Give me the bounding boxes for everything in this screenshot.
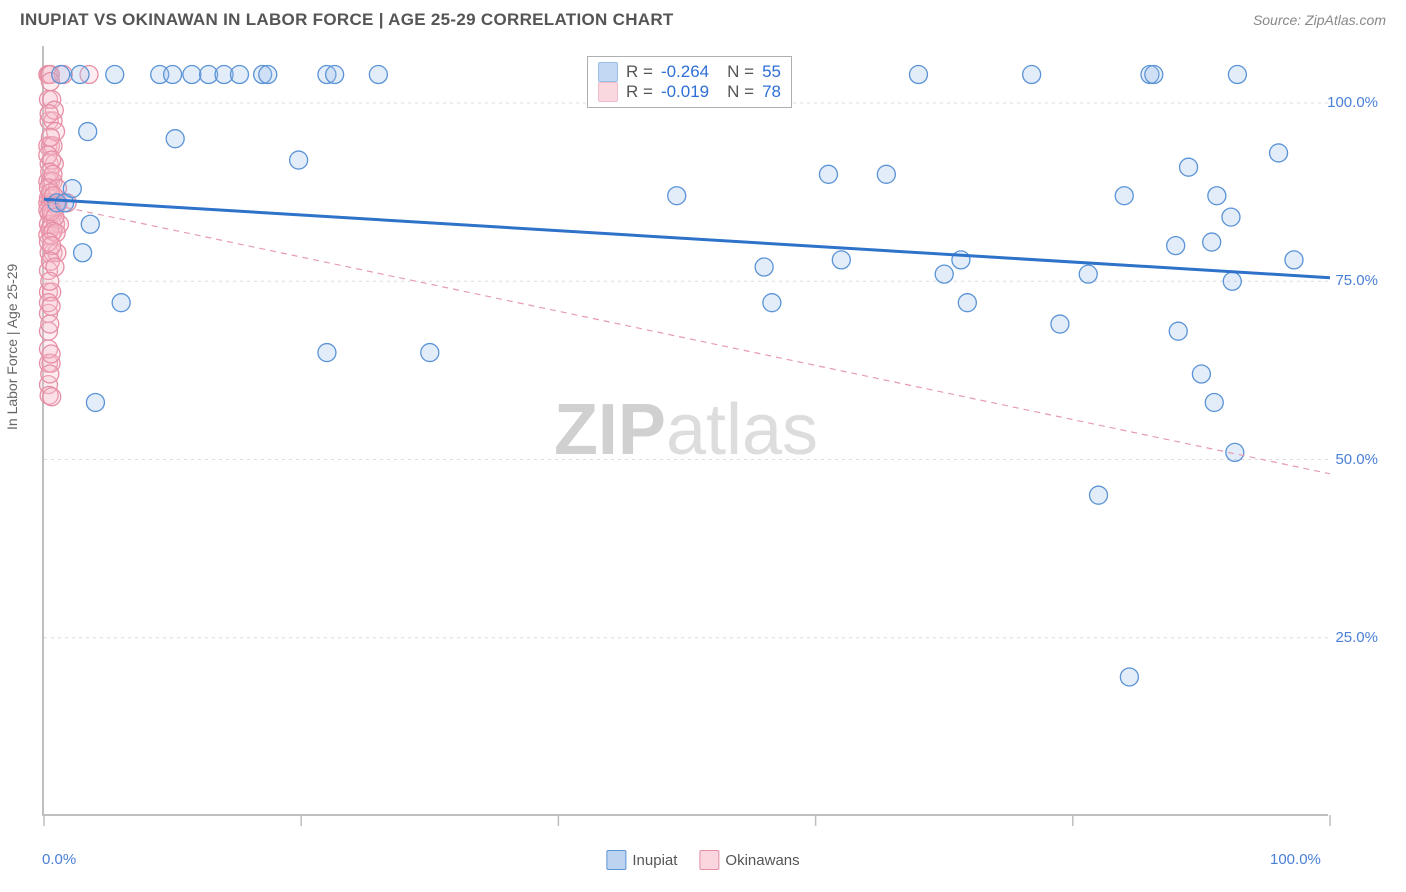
point-inupiat	[421, 344, 439, 362]
y-tick-label: 100.0%	[1327, 94, 1378, 111]
point-inupiat	[318, 344, 336, 362]
point-inupiat	[164, 66, 182, 84]
x-tick-label: 100.0%	[1270, 851, 1321, 868]
point-inupiat	[1079, 265, 1097, 283]
y-tick-label: 75.0%	[1335, 272, 1378, 289]
point-inupiat	[166, 130, 184, 148]
point-inupiat	[63, 180, 81, 198]
point-inupiat	[1208, 187, 1226, 205]
point-inupiat	[1145, 66, 1163, 84]
point-inupiat	[86, 393, 104, 411]
point-inupiat	[1223, 272, 1241, 290]
point-inupiat	[877, 165, 895, 183]
point-inupiat	[290, 151, 308, 169]
chart-title: INUPIAT VS OKINAWAN IN LABOR FORCE | AGE…	[20, 10, 674, 30]
point-okinawans	[40, 105, 58, 123]
point-inupiat	[1023, 66, 1041, 84]
point-inupiat	[79, 123, 97, 141]
legend-swatch	[699, 850, 719, 870]
point-inupiat	[71, 66, 89, 84]
point-inupiat	[230, 66, 248, 84]
point-inupiat	[755, 258, 773, 276]
corr-swatch	[598, 62, 618, 82]
point-inupiat	[1167, 237, 1185, 255]
point-inupiat	[74, 244, 92, 262]
point-inupiat	[81, 215, 99, 233]
data-svg	[44, 46, 1330, 816]
point-inupiat	[1051, 315, 1069, 333]
trend-inupiat	[44, 199, 1330, 277]
y-axis-label: In Labor Force | Age 25-29	[4, 264, 20, 430]
point-inupiat	[668, 187, 686, 205]
point-okinawans	[41, 315, 59, 333]
point-inupiat	[1203, 233, 1221, 251]
point-inupiat	[819, 165, 837, 183]
point-inupiat	[832, 251, 850, 269]
point-okinawans	[43, 388, 61, 406]
point-inupiat	[259, 66, 277, 84]
point-okinawans	[41, 365, 59, 383]
plot-wrap: ZIPatlas R = -0.264 N = 55 R = -0.019 N …	[42, 46, 1388, 816]
trend-okinawans	[44, 203, 1330, 474]
point-inupiat	[369, 66, 387, 84]
point-inupiat	[1115, 187, 1133, 205]
point-inupiat	[958, 294, 976, 312]
legend-label: Inupiat	[632, 852, 677, 869]
corr-swatch	[598, 82, 618, 102]
point-inupiat	[1120, 668, 1138, 686]
plot-area: ZIPatlas R = -0.264 N = 55 R = -0.019 N …	[42, 46, 1328, 816]
point-inupiat	[763, 294, 781, 312]
point-inupiat	[106, 66, 124, 84]
point-inupiat	[1090, 486, 1108, 504]
point-inupiat	[1222, 208, 1240, 226]
point-inupiat	[112, 294, 130, 312]
legend-item: Inupiat	[606, 850, 677, 870]
point-inupiat	[1180, 158, 1198, 176]
point-inupiat	[935, 265, 953, 283]
corr-row: R = -0.264 N = 55	[598, 62, 781, 82]
bottom-legend: Inupiat Okinawans	[606, 850, 799, 870]
point-inupiat	[1270, 144, 1288, 162]
point-inupiat	[326, 66, 344, 84]
point-inupiat	[52, 66, 70, 84]
legend-label: Okinawans	[725, 852, 799, 869]
legend-swatch	[606, 850, 626, 870]
point-inupiat	[1228, 66, 1246, 84]
y-tick-label: 25.0%	[1335, 629, 1378, 646]
point-inupiat	[183, 66, 201, 84]
point-inupiat	[1192, 365, 1210, 383]
point-okinawans	[42, 345, 60, 363]
correlation-box: R = -0.264 N = 55 R = -0.019 N = 78	[587, 56, 792, 108]
point-okinawans	[41, 128, 59, 146]
point-inupiat	[1205, 393, 1223, 411]
point-okinawans	[42, 297, 60, 315]
point-okinawans	[41, 272, 59, 290]
y-tick-label: 50.0%	[1335, 451, 1378, 468]
legend-item: Okinawans	[699, 850, 799, 870]
point-inupiat	[1169, 322, 1187, 340]
point-inupiat	[1285, 251, 1303, 269]
point-inupiat	[909, 66, 927, 84]
corr-row: R = -0.019 N = 78	[598, 82, 781, 102]
x-tick-label: 0.0%	[42, 851, 76, 868]
source-label: Source: ZipAtlas.com	[1253, 12, 1386, 28]
